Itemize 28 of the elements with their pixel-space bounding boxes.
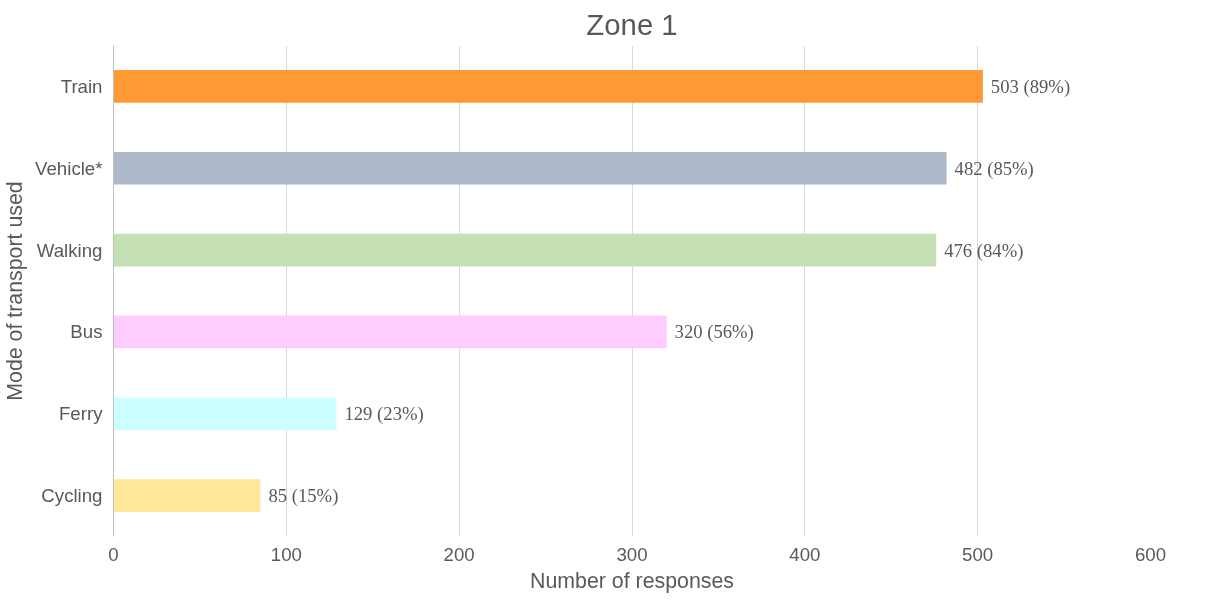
x-tick-label: 200 bbox=[443, 543, 475, 565]
bar bbox=[113, 315, 667, 349]
y-axis-title: Mode of transport used bbox=[3, 181, 28, 401]
chart-title: Zone 1 bbox=[586, 7, 678, 41]
x-axis-title: Number of responses bbox=[530, 568, 734, 593]
y-tick-label: Bus bbox=[70, 321, 103, 343]
x-tick-label: 0 bbox=[108, 543, 119, 565]
data-label: 476 (84%) bbox=[944, 239, 1024, 262]
x-tick-label: 600 bbox=[1134, 543, 1167, 565]
data-label: 503 (89%) bbox=[990, 75, 1071, 98]
data-label: 320 (56%) bbox=[674, 321, 754, 344]
bar bbox=[113, 397, 337, 431]
bar bbox=[113, 233, 937, 267]
y-tick-label: Train bbox=[60, 75, 103, 97]
y-tick-label: Vehicle* bbox=[35, 157, 103, 179]
data-label: 482 (85%) bbox=[954, 157, 1034, 180]
x-tick-label: 100 bbox=[270, 543, 302, 565]
data-label: 129 (23%) bbox=[344, 403, 424, 426]
bar bbox=[113, 151, 947, 185]
bar bbox=[113, 70, 983, 103]
x-tick-label: 400 bbox=[789, 543, 821, 565]
y-tick-label: Ferry bbox=[58, 403, 104, 425]
y-tick-label: Walking bbox=[36, 239, 103, 261]
data-label: 85 (15%) bbox=[268, 485, 339, 508]
x-tick-label: 500 bbox=[962, 543, 994, 565]
bar bbox=[113, 479, 261, 512]
x-tick-label: 300 bbox=[616, 543, 648, 565]
y-tick-label: Cycling bbox=[41, 485, 103, 507]
